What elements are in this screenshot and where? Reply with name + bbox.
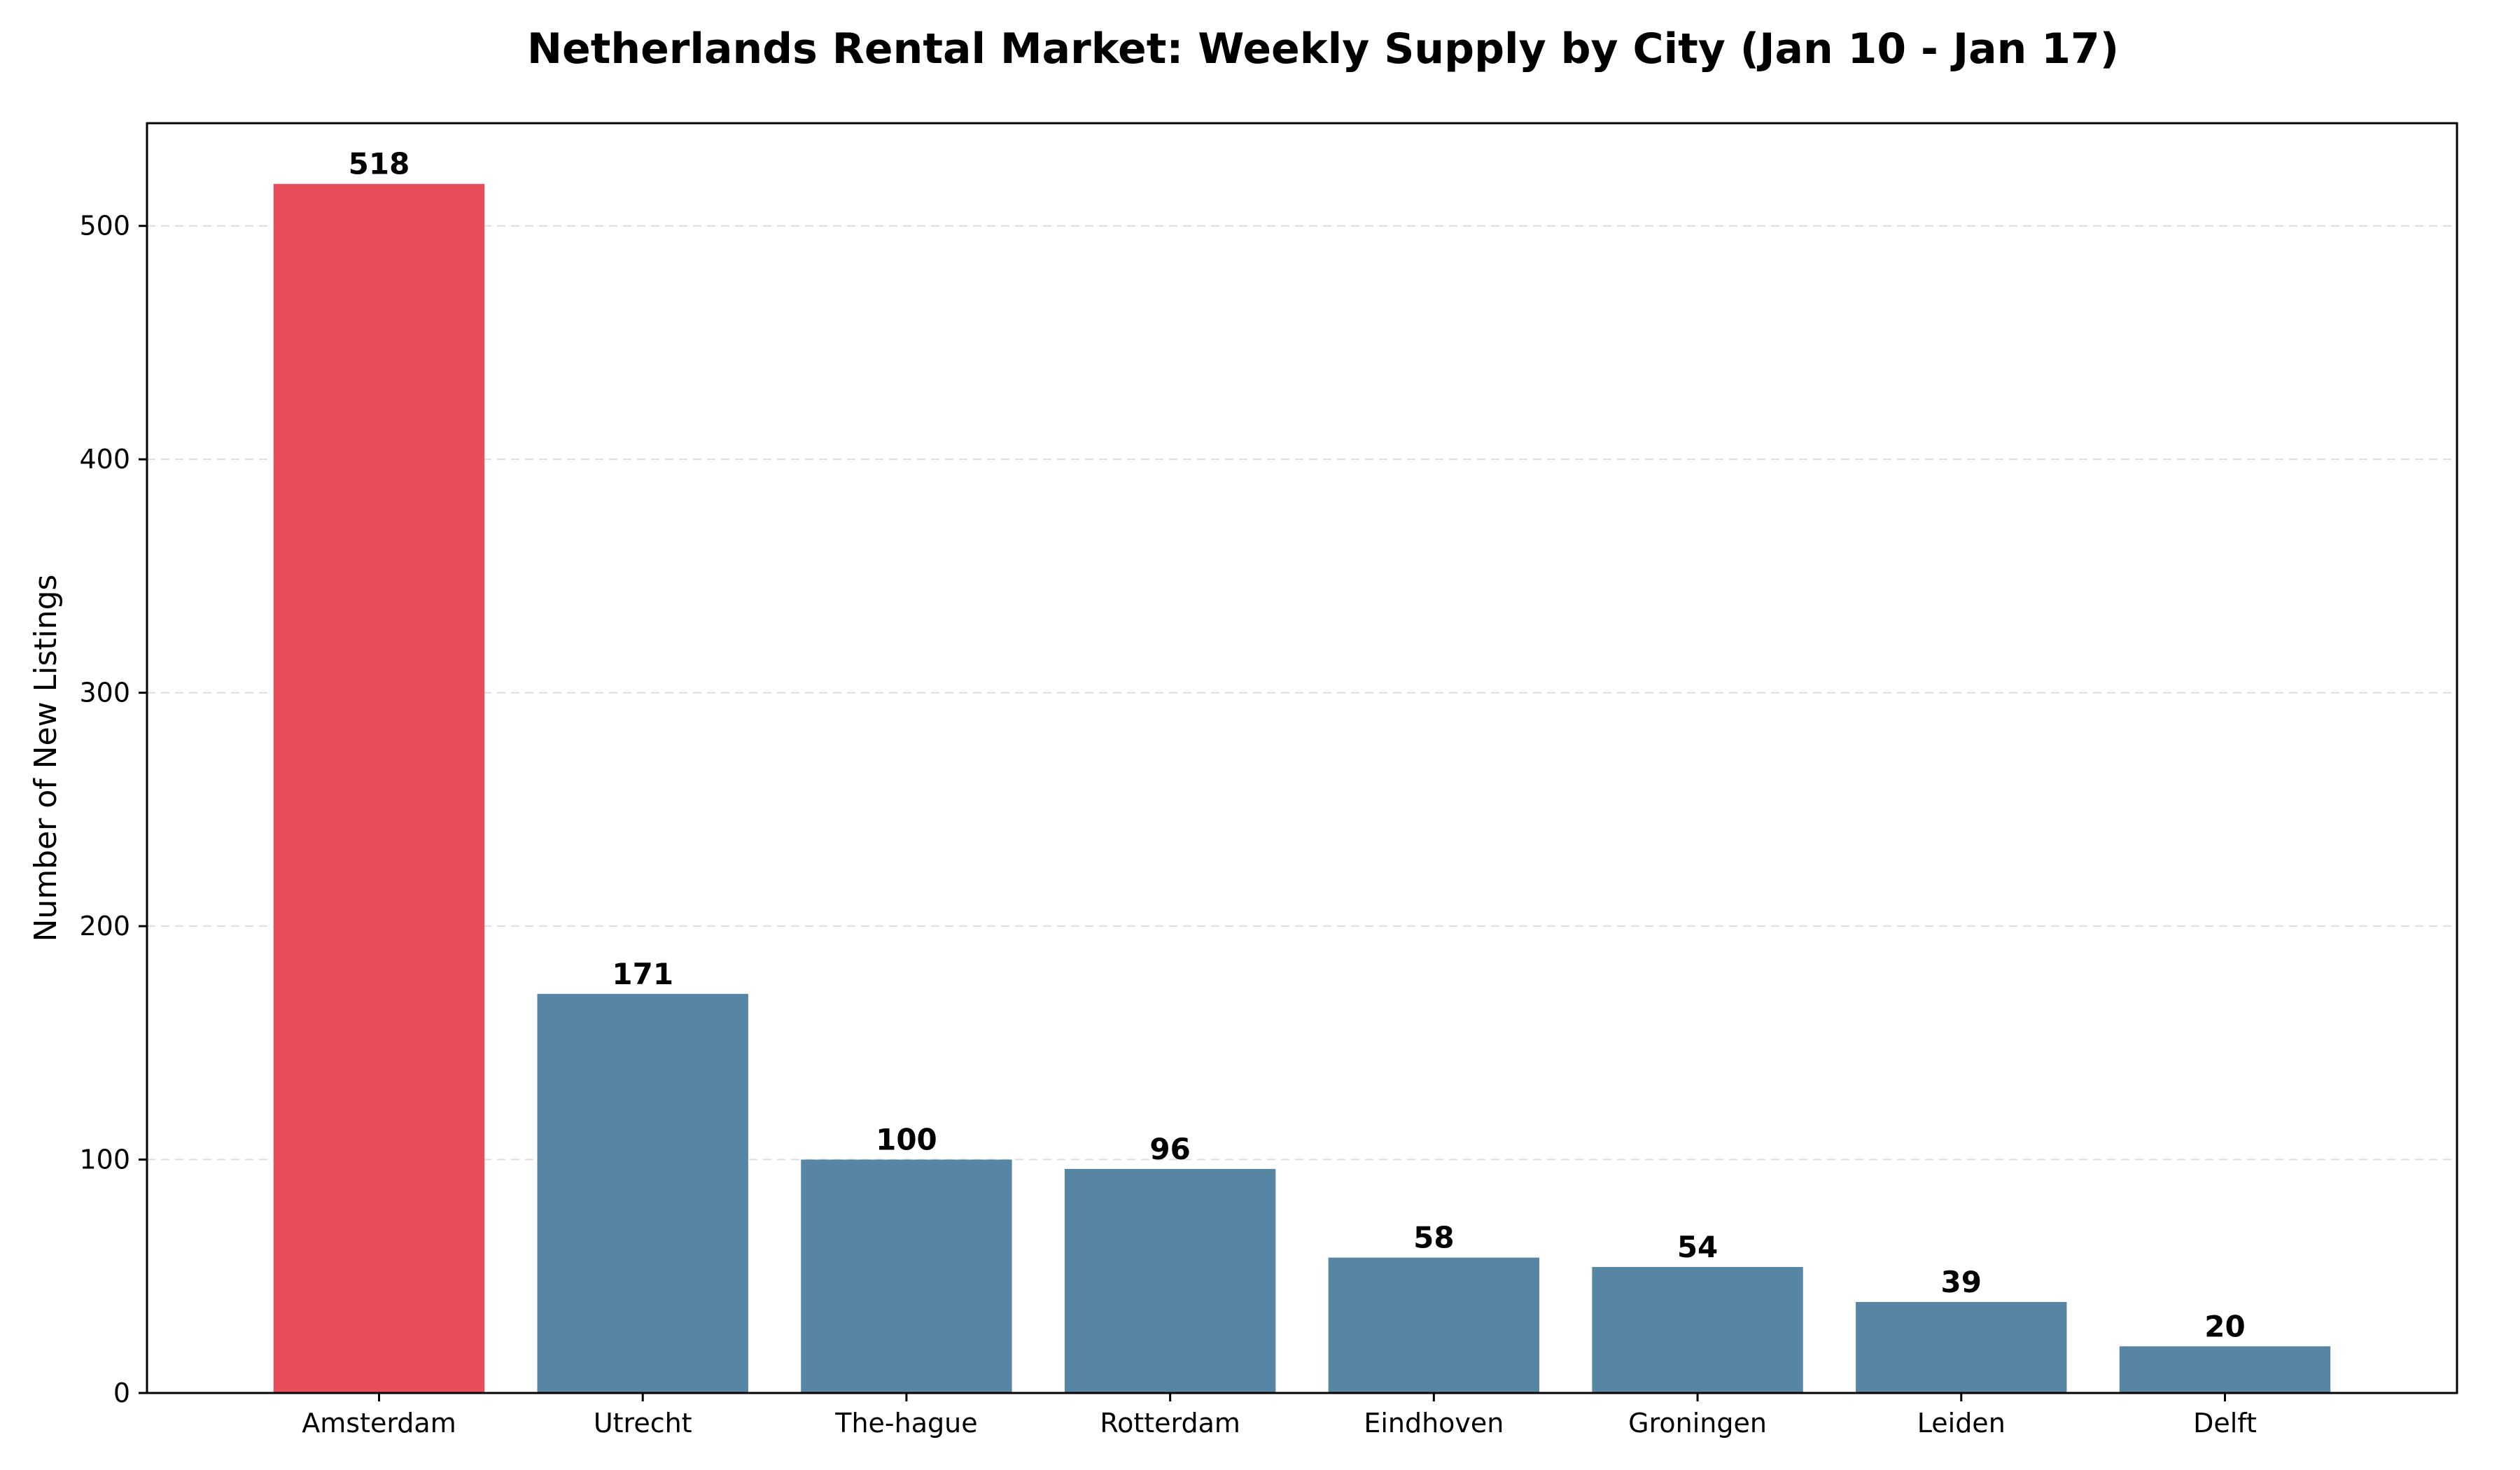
x-tick-label-rotterdam: Rotterdam — [1100, 1408, 1240, 1438]
bars — [273, 183, 2331, 1394]
value-label-rotterdam: 96 — [1149, 1132, 1190, 1166]
value-label-groningen: 54 — [1677, 1230, 1718, 1264]
x-tick-label-eindhoven: Eindhoven — [1364, 1408, 1504, 1438]
y-axis-label: Number of New Listings — [28, 575, 64, 942]
y-tick-label: 200 — [79, 911, 130, 941]
y-tick-label: 300 — [79, 678, 130, 708]
plot-frame — [146, 122, 2458, 1394]
bar-eindhoven — [1328, 1257, 1540, 1393]
x-tick-label-utrecht: Utrecht — [594, 1408, 692, 1438]
chart-title: Netherlands Rental Market: Weekly Supply… — [527, 24, 2119, 74]
x-tick-label-the-hague: The-hague — [834, 1408, 977, 1438]
x-tick-label-delft: Delft — [2193, 1408, 2257, 1438]
x-axis-ticks: Amsterdam Utrecht The-hague Rotterdam Eindho… — [302, 1393, 2257, 1438]
value-label-utrecht: 171 — [612, 957, 673, 991]
x-tick-label-groningen: Groningen — [1628, 1408, 1767, 1438]
bar-the-hague — [801, 1159, 1012, 1393]
y-tick-label: 100 — [79, 1144, 130, 1175]
value-label-the-hague: 100 — [876, 1123, 937, 1157]
value-label-leiden: 39 — [1941, 1265, 1982, 1299]
bar-leiden — [1856, 1301, 2067, 1393]
x-tick-label-leiden: Leiden — [1917, 1408, 2005, 1438]
value-label-delft: 20 — [2204, 1309, 2245, 1343]
value-label-amsterdam: 518 — [349, 147, 410, 181]
bar-amsterdam — [273, 183, 485, 1394]
bar-groningen — [1592, 1266, 1803, 1393]
y-tick-label: 0 — [113, 1378, 130, 1408]
y-axis-ticks: 0 100 200 300 400 500 — [79, 211, 147, 1408]
bar-rotterdam — [1064, 1168, 1276, 1393]
y-tick-label: 400 — [79, 444, 130, 475]
value-label-eindhoven: 58 — [1413, 1221, 1454, 1255]
y-tick-label: 500 — [79, 211, 130, 241]
bar-delft — [2119, 1346, 2331, 1393]
bar-utrecht — [537, 993, 748, 1393]
grid-lines — [147, 225, 2457, 1161]
value-labels: 518 171 100 96 58 54 39 20 — [349, 147, 2246, 1344]
x-tick-label-amsterdam: Amsterdam — [302, 1408, 456, 1438]
